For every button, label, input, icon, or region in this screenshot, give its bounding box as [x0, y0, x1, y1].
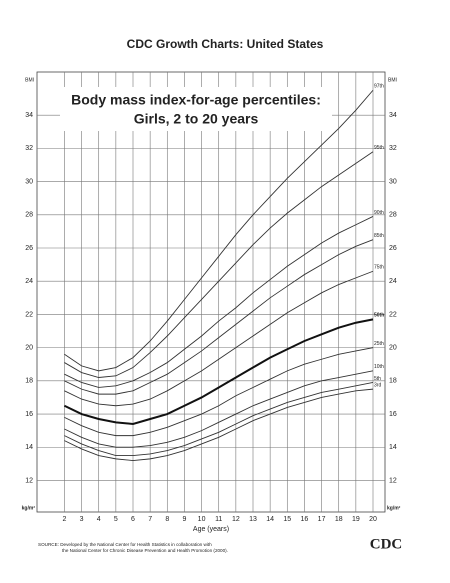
legend-label: 90th	[374, 210, 384, 216]
y-tick-label: 28	[25, 212, 33, 219]
x-tick-label: 13	[249, 516, 257, 523]
y-tick-label: 26	[389, 245, 397, 252]
y-tick-label: 12	[389, 477, 397, 484]
y-tick-label: 18	[389, 378, 397, 385]
x-tick-label: 10	[198, 516, 206, 523]
x-tick-label: 4	[97, 516, 101, 523]
x-tick-label: 14	[266, 516, 274, 523]
y-axis-label: kg/m²	[387, 505, 401, 511]
x-tick-label: 6	[131, 516, 135, 523]
percentile-line	[64, 347, 374, 437]
legend-label: 50th	[374, 313, 384, 319]
subtitle: Girls, 2 to 20 years	[134, 111, 259, 127]
y-tick-label: 16	[389, 411, 397, 418]
y-tick-label: 12	[25, 477, 33, 484]
percentile-line	[63, 318, 374, 426]
percentile-line	[64, 382, 374, 456]
x-tick-label: 9	[182, 516, 186, 523]
y-tick-label: 32	[25, 145, 33, 152]
percentile-line	[64, 216, 374, 388]
x-tick-label: 15	[283, 516, 291, 523]
legend-label: 5th	[374, 376, 381, 382]
x-tick-label: 7	[148, 516, 152, 523]
y-tick-label: 26	[25, 245, 33, 252]
plot-frame	[36, 71, 386, 513]
legend-label: 3rd	[374, 382, 381, 388]
y-tick-label: 14	[389, 444, 397, 451]
y-tick-label: 18	[25, 378, 33, 385]
x-tick-label: 11	[215, 516, 222, 523]
legend-label: 85th	[374, 233, 384, 239]
y-tick-label: 14	[25, 444, 33, 451]
logo: CDC	[370, 536, 403, 552]
y-tick-label: 20	[25, 344, 33, 351]
x-tick-label: 17	[318, 516, 326, 523]
chart-title: CDC Growth Charts: United States	[127, 37, 324, 51]
x-tick-label: 12	[232, 516, 240, 523]
y-tick-label: 34	[25, 112, 33, 119]
legend-label: 95th	[374, 145, 384, 151]
x-tick-label: 20	[369, 516, 377, 523]
y-axis-label: kg/m²	[22, 505, 36, 511]
x-tick-label: 16	[301, 516, 309, 523]
y-tick-label: 20	[389, 344, 397, 351]
y-tick-label: 32	[389, 145, 397, 152]
y-tick-label: 24	[25, 278, 33, 285]
y-axis-label: BMI	[388, 77, 397, 83]
legend-label: 97th	[374, 84, 384, 90]
subtitle: Body mass index-for-age percentiles:	[71, 92, 321, 108]
x-axis-label: Age (years)	[193, 526, 229, 533]
y-tick-label: 22	[25, 311, 33, 318]
x-tick-label: 2	[62, 516, 66, 523]
y-tick-label: 16	[25, 411, 33, 418]
x-tick-label: 8	[165, 516, 169, 523]
y-tick-label: 34	[389, 112, 397, 119]
percentile-line	[64, 370, 374, 448]
x-tick-label: 18	[335, 516, 343, 523]
percentile-line	[64, 239, 374, 395]
legend-label: 10th	[374, 364, 384, 370]
x-tick-label: 3	[80, 516, 84, 523]
y-tick-label: 30	[25, 178, 33, 185]
source: the National Center for Chronic Disease …	[62, 548, 228, 553]
y-tick-label: 22	[389, 311, 397, 318]
percentile-line	[64, 388, 374, 461]
source: SOURCE: Developed by the National Center…	[38, 542, 212, 547]
percentile-line	[64, 270, 374, 407]
percentile-line	[64, 151, 374, 378]
percentile-line	[64, 89, 374, 372]
subtitle-box	[60, 87, 332, 131]
y-axis-label: BMI	[25, 77, 34, 83]
y-tick-label: 24	[389, 278, 397, 285]
legend-label: 25th	[374, 341, 384, 347]
x-tick-label: 19	[352, 516, 360, 523]
y-tick-label: 28	[389, 212, 397, 219]
x-tick-label: 5	[114, 516, 118, 523]
y-tick-label: 30	[389, 178, 397, 185]
legend-label: 75th	[374, 265, 384, 271]
